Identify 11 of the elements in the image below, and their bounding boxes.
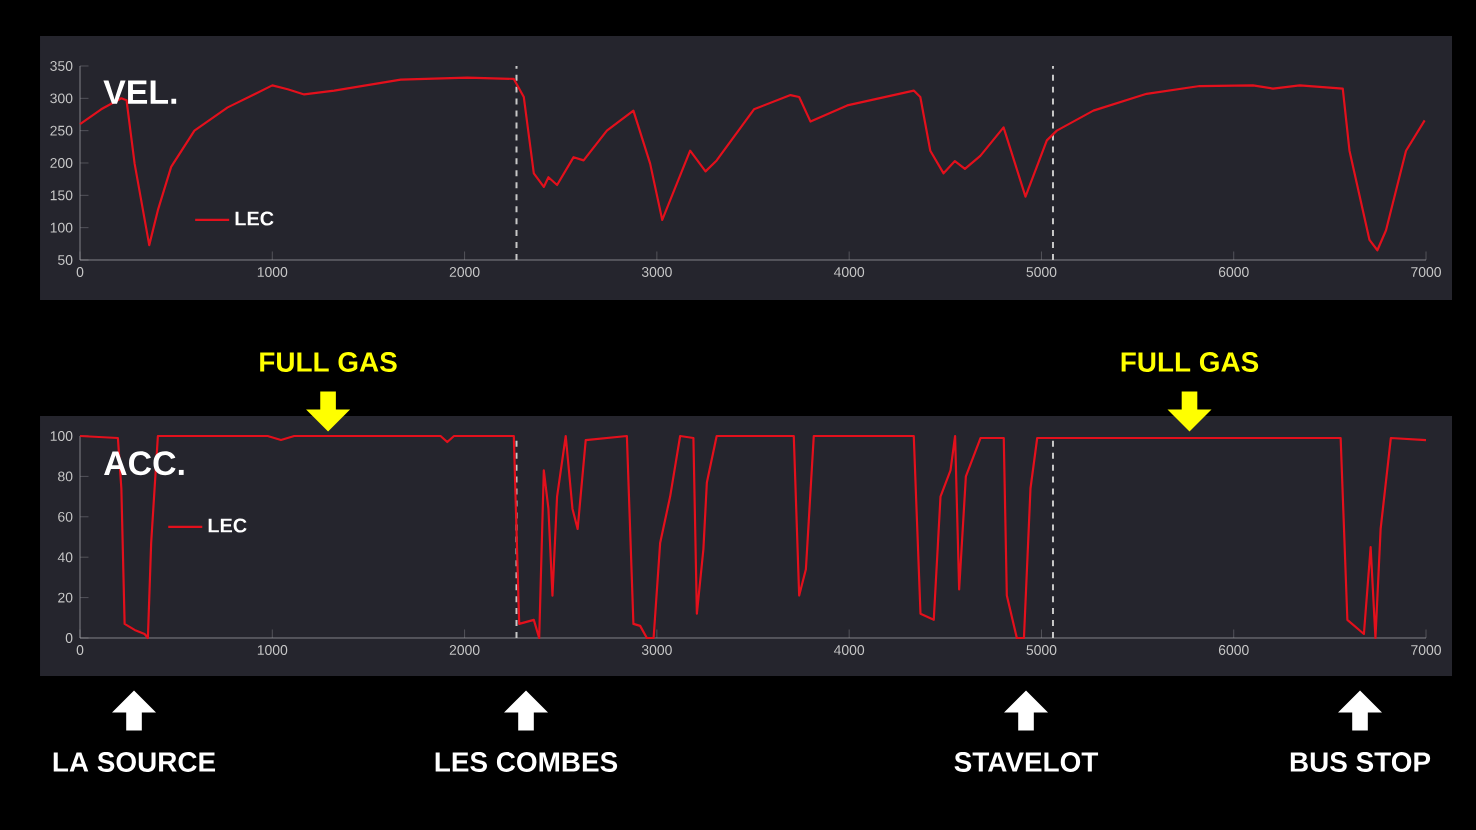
- text: LA SOURCE: [53, 752, 216, 772]
- text: BUS STOP: [1290, 752, 1431, 772]
- text: LES COMBES: [435, 752, 618, 772]
- legend-label: LEC: [235, 211, 274, 226]
- line-series: [78, 434, 1428, 640]
- legend-label: LEC: [208, 518, 247, 533]
- annotation: FULL GAS: [260, 352, 397, 372]
- line-series: [78, 76, 1426, 252]
- chart-title: VEL.: [103, 80, 177, 104]
- text: STAVELOT: [954, 752, 1099, 772]
- annotation: FULL GAS: [1121, 352, 1259, 372]
